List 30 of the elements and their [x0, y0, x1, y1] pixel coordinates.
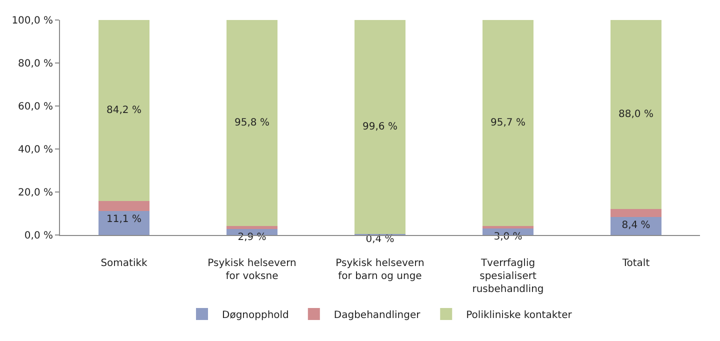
y-tick-label: 100,0 %	[12, 16, 53, 26]
legend-label: Dagbehandlinger	[334, 310, 422, 321]
x-tick-label: Tverrfaglig spesialisert rusbehandling	[472, 258, 544, 295]
y-tick-label: 60,0 %	[18, 102, 53, 112]
bar	[98, 201, 150, 212]
data-label: 11,1 %	[106, 214, 142, 226]
x-tick-label: Totalt	[621, 258, 650, 269]
x-tick-label: Psykisk helsevern for voksne	[208, 258, 296, 282]
data-label: 95,8 %	[234, 117, 270, 128]
bar	[98, 20, 150, 202]
x-tick-label: Somatikk	[100, 258, 148, 269]
data-label: 8,4 %	[622, 220, 650, 231]
x-tick-label: Psykisk helsevern for barn og unge	[336, 258, 424, 282]
bar	[354, 20, 406, 234]
y-tick-label: 0,0 %	[24, 230, 53, 242]
data-label: 95,7 %	[490, 117, 526, 128]
data-label: 84,2 %	[106, 105, 142, 116]
data-label: 99,6 %	[362, 122, 398, 133]
data-label: 88,0 %	[618, 109, 654, 120]
bar	[610, 20, 662, 210]
y-tick-label: 80,0 %	[18, 58, 53, 70]
legend-label: Polikliniske kontakter	[466, 310, 573, 321]
bar	[610, 209, 662, 217]
legend-label: Døgnopphold	[222, 310, 289, 321]
bar	[226, 20, 278, 226]
bar	[482, 20, 534, 226]
y-tick-label: 20,0 %	[18, 188, 53, 198]
bar	[226, 226, 278, 229]
bar	[98, 211, 150, 235]
y-tick-label: 40,0 %	[18, 144, 53, 156]
